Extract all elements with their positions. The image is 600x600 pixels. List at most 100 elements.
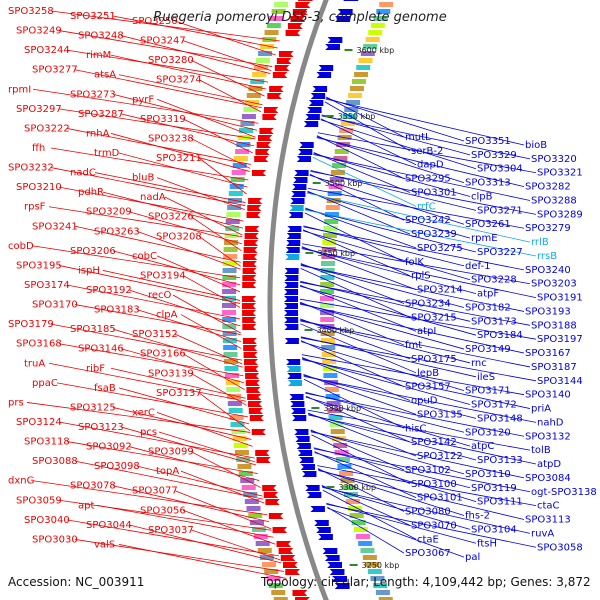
gene-label[interactable]: SPO3119 (471, 483, 517, 494)
gene-label[interactable]: dapD (417, 160, 444, 171)
gene-label[interactable]: SPO3351 (465, 136, 511, 147)
gene-label[interactable]: priA (531, 404, 551, 415)
gene-label[interactable]: SPO3226 (148, 212, 194, 223)
gene-label[interactable]: clpB (471, 191, 493, 202)
gene-label[interactable]: SPO3301 (411, 187, 457, 198)
gene-label[interactable]: SPO3179 (8, 319, 54, 330)
gene-label[interactable]: SPO3261 (465, 219, 511, 230)
gene-label[interactable]: lepB (417, 368, 439, 379)
gene-label[interactable]: SPO3247 (140, 36, 186, 47)
gene-label[interactable]: SPO3271 (477, 205, 523, 216)
gene-label[interactable]: SPO3187 (531, 362, 577, 373)
gene-label[interactable]: SPO3321 (537, 168, 583, 179)
gene-label[interactable]: SPO3157 (405, 382, 451, 393)
gene-label[interactable]: SPO3101 (417, 493, 463, 504)
gene-label[interactable]: SPO3195 (16, 260, 62, 271)
gene-label[interactable]: SPO3132 (525, 431, 571, 442)
gene-label[interactable]: SPO3144 (537, 376, 583, 387)
gene-label[interactable]: nadA (140, 192, 166, 203)
gene-label[interactable]: SPO3227 (477, 247, 523, 258)
gene-label[interactable]: SPO3241 (32, 221, 78, 232)
gene-label[interactable]: SPO3228 (471, 275, 517, 286)
gene-label[interactable]: ffh (32, 143, 45, 154)
gene-label[interactable]: ribF (86, 363, 105, 374)
gene-label[interactable]: SPO3139 (148, 368, 194, 379)
gene-label[interactable]: rimM (86, 50, 111, 61)
gene-label[interactable]: fhs-2 (465, 511, 490, 522)
gene-label[interactable]: SPO3273 (70, 89, 116, 100)
gene-label[interactable]: SPO3056 (140, 505, 186, 516)
gene-label[interactable]: SPO3092 (86, 442, 132, 453)
gene-label[interactable]: SPO3287 (78, 109, 124, 120)
gene-label[interactable]: SPO3184 (477, 330, 523, 341)
gene-label[interactable]: SPO3067 (405, 548, 451, 559)
gene-label[interactable]: pyrF (132, 94, 154, 105)
gene-label[interactable]: SPO3209 (86, 207, 132, 218)
gene-label[interactable]: SPO3183 (94, 305, 140, 316)
gene-label[interactable]: SPO3173 (471, 316, 517, 327)
gene-label[interactable]: SPO3171 (465, 386, 511, 397)
gene-label[interactable]: SPO3102 (405, 465, 451, 476)
gene-label[interactable]: SPO3251 (70, 11, 116, 22)
gene-label[interactable]: SPO3274 (156, 75, 202, 86)
gene-label[interactable]: SPO3059 (16, 495, 62, 506)
gene-label[interactable]: SPO3118 (24, 437, 70, 448)
gene-label[interactable]: SPO3110 (465, 469, 511, 480)
gene-label[interactable]: SPO3282 (525, 182, 571, 193)
gene-label[interactable]: SPO3215 (411, 312, 457, 323)
gene-label[interactable]: SPO3289 (537, 209, 583, 220)
gene-label[interactable]: SPO3168 (16, 339, 62, 350)
gene-label[interactable]: SPO3133 (477, 455, 523, 466)
gene-label[interactable]: valS (94, 539, 115, 550)
gene-label[interactable]: SPO3239 (411, 229, 457, 240)
gene-label[interactable]: SPO3234 (405, 298, 451, 309)
gene-label[interactable]: nadC (70, 168, 96, 179)
gene-label[interactable]: SPO3174 (24, 280, 70, 291)
gene-label[interactable]: tolB (531, 445, 551, 456)
gene-label[interactable]: SPO3104 (471, 524, 517, 535)
gene-label[interactable]: SPO3170 (32, 300, 78, 311)
gene-label[interactable]: SPO3208 (156, 231, 202, 242)
gene-label[interactable]: SPO3320 (531, 154, 577, 165)
gene-label[interactable]: SPO3166 (140, 349, 186, 360)
gene-label[interactable]: fmt (405, 340, 422, 351)
gene-label[interactable]: ppaC (32, 378, 58, 389)
gene-label[interactable]: SPO3088 (32, 456, 78, 467)
gene-label[interactable]: fsaB (94, 383, 116, 394)
gene-label[interactable]: ispH (78, 265, 100, 276)
gene-label[interactable]: SPO3099 (148, 447, 194, 458)
gene-label[interactable]: xerC (132, 407, 155, 418)
gene-label[interactable]: SPO3149 (465, 344, 511, 355)
gene-label[interactable]: SPO3135 (417, 409, 463, 420)
gene-label[interactable]: SPO3148 (477, 413, 523, 424)
gene-label[interactable]: atpI (417, 326, 436, 337)
gene-label[interactable]: SPO3238 (148, 133, 194, 144)
gene-label[interactable]: SPO3120 (465, 427, 511, 438)
gene-label[interactable]: atsA (94, 70, 116, 81)
gene-label[interactable]: SPO3313 (465, 178, 511, 189)
gene-label[interactable]: SPO3194 (140, 270, 186, 281)
gene-label[interactable]: SPO3140 (525, 390, 571, 401)
gene-label[interactable]: SPO3197 (537, 334, 583, 345)
gene-label[interactable]: SPO3123 (78, 422, 124, 433)
gene-label[interactable]: SPO3152 (132, 329, 178, 340)
gene-label[interactable]: SPO3124 (16, 417, 62, 428)
gene-label[interactable]: SPO3203 (531, 279, 577, 290)
gene-label[interactable]: rrfC (417, 201, 436, 212)
gene-label[interactable]: trmD (94, 148, 120, 159)
gene-label[interactable]: SPO3111 (477, 497, 523, 508)
gene-label[interactable]: truA (24, 358, 45, 369)
gene-label[interactable]: SPO3070 (411, 520, 457, 531)
gene-label[interactable]: SPO3193 (525, 306, 571, 317)
gene-label[interactable]: bluB (132, 173, 154, 184)
gene-label[interactable]: SPO3275 (417, 243, 463, 254)
gene-label[interactable]: SPO3214 (417, 285, 463, 296)
gene-label[interactable]: rrlB (531, 237, 549, 248)
gene-label[interactable]: ruvA (531, 528, 554, 539)
gene-label[interactable]: rrsB (537, 251, 557, 262)
gene-label[interactable]: prs (8, 397, 24, 408)
gene-label[interactable]: ogt-SPO3138 (531, 487, 597, 498)
gene-label[interactable]: SPO3263 (94, 226, 140, 237)
gene-label[interactable]: serB-2 (411, 146, 443, 157)
gene-label[interactable]: hisC (405, 423, 426, 434)
